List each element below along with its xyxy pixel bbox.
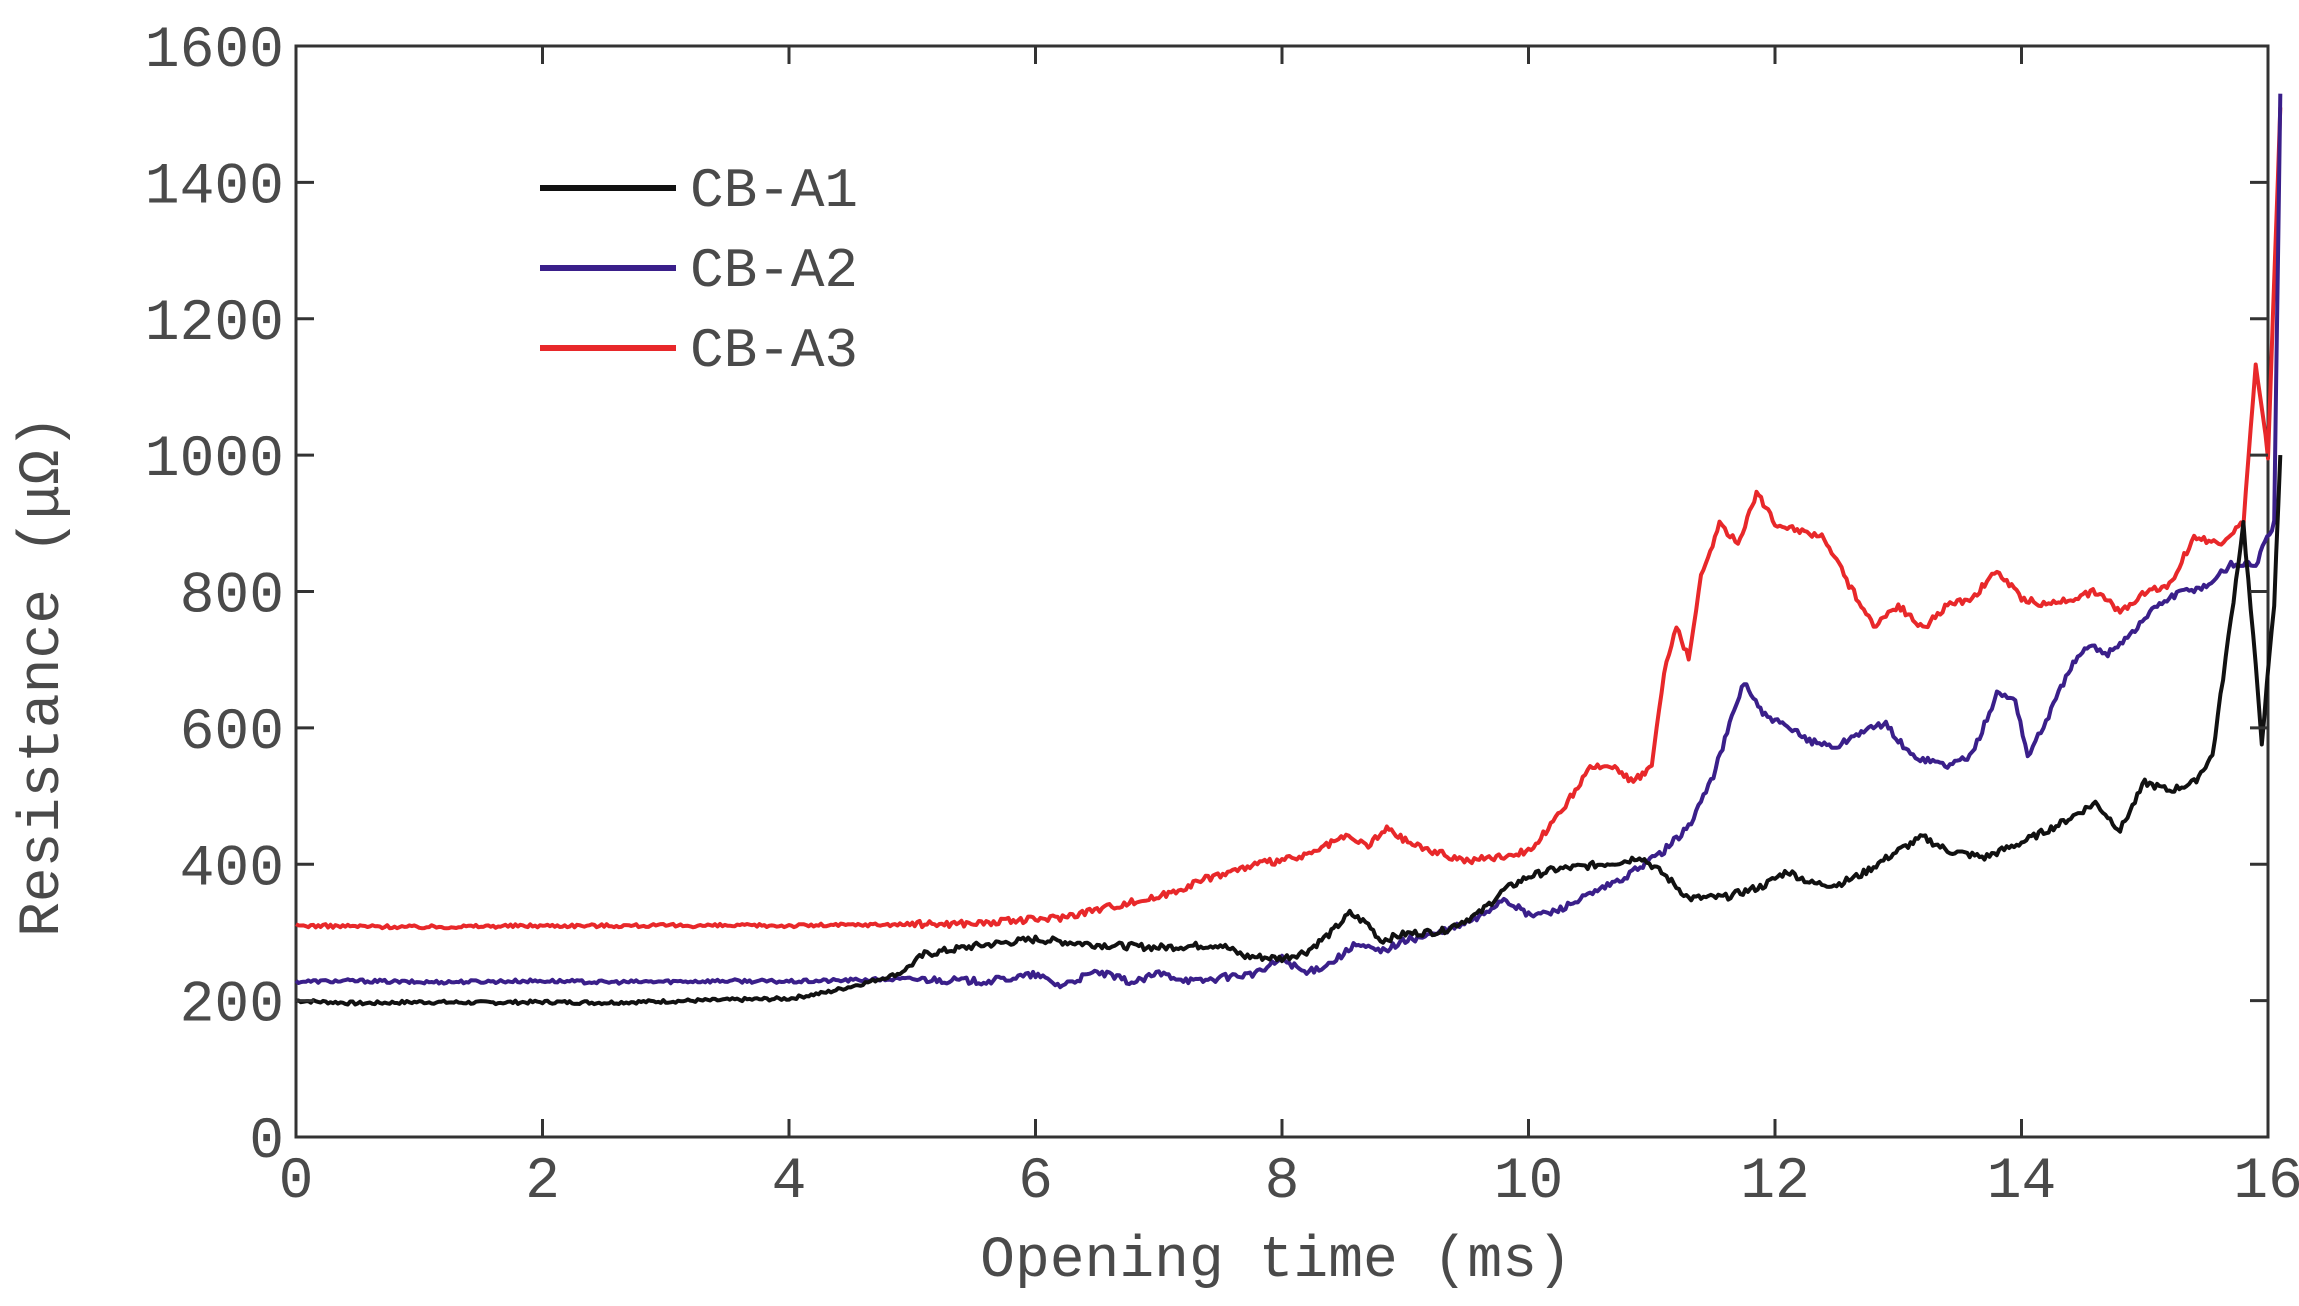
x-tick-label: 8 xyxy=(1265,1150,1300,1215)
x-tick-label: 6 xyxy=(1018,1150,1053,1215)
y-tick-label: 200 xyxy=(180,974,284,1039)
series-line-cb-a2 xyxy=(294,93,2283,990)
y-tick-label: 1200 xyxy=(145,292,284,357)
x-tick-label: 4 xyxy=(772,1150,807,1215)
y-tick-label: 800 xyxy=(180,565,284,630)
y-tick-label: 400 xyxy=(180,837,284,902)
y-axis-title: Resistance (μΩ) xyxy=(11,415,76,937)
x-tick-label: 2 xyxy=(525,1150,560,1215)
series-layer xyxy=(294,93,2283,1007)
series-line-cb-a1 xyxy=(295,455,2283,1007)
x-tick-label: 16 xyxy=(2233,1150,2299,1215)
y-tick-label: 1400 xyxy=(145,155,284,220)
ticks-layer: 0 2 4 6 8 10 12 14 16 0 200 400 600 800 1000 1200 1400 16… xyxy=(145,19,2299,1215)
y-tick-label: 1600 xyxy=(145,19,284,84)
series-line-cb-a3 xyxy=(295,107,2283,931)
legend-label: CB-A2 xyxy=(690,239,858,303)
y-tick-label: 1000 xyxy=(145,428,284,493)
legend-label: CB-A3 xyxy=(690,319,858,383)
legend-label: CB-A1 xyxy=(690,159,858,223)
x-tick-label: 12 xyxy=(1740,1150,1810,1215)
plot-area-border xyxy=(294,44,2270,1139)
y-tick-label: 0 xyxy=(249,1110,284,1175)
x-axis-title: Opening time (ms) xyxy=(980,1229,1572,1294)
x-tick-label: 10 xyxy=(1494,1150,1564,1215)
plot-frame xyxy=(294,44,2270,1139)
legend: CB-A1 CB-A2 CB-A3 xyxy=(540,159,858,383)
x-tick-label: 14 xyxy=(1987,1150,2057,1215)
x-tick-label: 0 xyxy=(279,1150,314,1215)
y-tick-label: 600 xyxy=(180,701,284,766)
